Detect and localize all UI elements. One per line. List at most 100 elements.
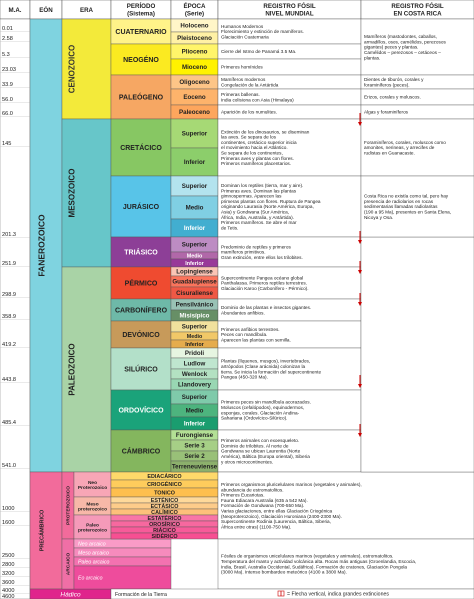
period-label: ORDOVÍCICO	[118, 406, 164, 415]
epoch-label: Eoceno	[183, 94, 206, 101]
mundial-text: Aparición de los numulites.	[221, 110, 277, 115]
header-era: ERA	[80, 7, 94, 14]
costa-rica-fossil-record-column: Mamíferos (mastodontes, caballos, armadil…	[360, 18, 474, 473]
period-3	[110, 118, 172, 177]
era-label: PALEOZOICO	[68, 343, 77, 395]
header-mundial: REGISTRO FÓSIL NIVEL MUNDIAL	[263, 2, 315, 18]
era-label: PROTEROZOICO	[65, 486, 71, 525]
era-label: CENOZOICO	[68, 45, 77, 93]
period-label: PALEÓGENO	[119, 93, 164, 102]
archaic-sub-label: Neo arcaico	[78, 542, 106, 548]
epoch-label: Misisípico	[180, 313, 210, 320]
era-column: CENOZOICO MESOZOICO PALEOZOICO PROTEROZOICO…	[61, 18, 172, 590]
period-1	[110, 43, 172, 76]
mundial-cell-13	[217, 389, 362, 431]
epoch-label: Furongiense	[176, 432, 214, 439]
period-4	[110, 175, 172, 238]
mundial-text: Fósiles de organismos unicelulares marin…	[221, 554, 416, 575]
mundial-cell-9	[217, 266, 362, 300]
period-11	[110, 429, 172, 473]
cr-text: Mamíferos (mastodontes, caballos, armadil…	[364, 34, 446, 60]
epoch-label: Superior	[182, 394, 208, 401]
epoch-label: Superior	[182, 131, 208, 138]
mundial-text: Primeros animales con exoesqueleto. Domin…	[221, 438, 310, 464]
epoch-label: Terreneuviense	[172, 464, 218, 471]
mundial-cell-0	[217, 18, 362, 45]
epoch-label: Lopingiense	[176, 269, 213, 276]
extinction-arrowhead	[358, 384, 362, 388]
cr-cell-5	[360, 175, 474, 238]
period-label: JURÁSICO	[123, 202, 160, 211]
epoch-label: Medio	[186, 205, 204, 212]
mundial-text: Dominan los reptiles (tierra, mar y aire…	[221, 183, 321, 230]
mundial-text: Dominio de las plantas e insectos gigant…	[221, 305, 311, 315]
eon-label: PRECÁMBRICO	[38, 509, 45, 551]
cr-text: Foraminíferos, corales, moluscos como amo…	[364, 140, 446, 156]
ma-tick-label: 145	[2, 141, 11, 147]
extinction-arrowhead	[358, 270, 362, 274]
mundial-text: Primeros homínidos	[221, 65, 263, 70]
period-8	[110, 320, 172, 349]
header-epoca: ÉPOCA (Serie)	[183, 2, 206, 18]
proterozoic-period-label: TONICO	[154, 491, 175, 497]
archaic-sub-label: Meso arcaico	[78, 551, 109, 557]
archaic-sub-label: Paleo arcaico	[78, 560, 110, 566]
ma-tick-label: 419.2	[2, 342, 16, 348]
period-label: NEOGÉNO	[123, 55, 159, 64]
ma-tick-label: 2800	[2, 562, 14, 568]
era-1	[61, 118, 112, 268]
ma-tick-label: 66.0	[2, 111, 13, 117]
mundial-cell-11	[217, 320, 362, 349]
epoch-label: Inferior	[184, 159, 206, 166]
epoch-label: Pleistoceno	[177, 35, 212, 42]
mundial-cell-17	[110, 588, 474, 599]
epoch-label: Superior	[182, 324, 208, 331]
epoch-label: Medio	[186, 408, 204, 415]
proterozoic-period-label: ESTATÉRICO	[148, 514, 182, 522]
epoch-label: Wenlock	[182, 371, 208, 378]
ma-tick-label: 541.0	[2, 463, 16, 469]
world-fossil-record-column: Humanos Modernos Florecimiento y extinció…	[110, 18, 474, 599]
period-label: CUATERNARIO	[115, 29, 167, 36]
mundial-text: Extinción de los dinosaurios, se disemin…	[221, 129, 310, 166]
epoch-label: Medio	[187, 334, 203, 340]
ma-tick-label: 3200	[2, 571, 14, 577]
mundial-cell-8	[217, 236, 362, 268]
proterozoic-period-label: EDIACÁRICO	[147, 473, 181, 480]
epoch-label: Serie 3	[184, 443, 205, 450]
header-cr: REGISTRO FÓSIL EN COSTA RICA	[391, 2, 443, 18]
epoch-label: Holoceno	[180, 23, 208, 30]
mundial-text: Cierre del Istmo de Panamá 3.5 Ma.	[221, 49, 296, 54]
mundial-text: Supercontinente Pangea océano global Pant…	[221, 275, 309, 291]
extinction-arrowhead	[358, 122, 362, 126]
extinction-arrowhead	[358, 240, 362, 244]
cr-text: Costa Rica no existía como tal, pero hay…	[364, 194, 451, 220]
eon-label: FANEROZOICO	[36, 214, 46, 277]
mundial-text: Primeros anfibios terrestres. Peces con m…	[221, 327, 291, 343]
cr-cell-empty	[360, 236, 474, 473]
epoch-label: Inferior	[184, 421, 206, 428]
epoch-label: Medio	[187, 254, 203, 260]
ma-tick-label: 0.01	[2, 26, 13, 32]
era-0	[61, 18, 112, 120]
proterozoic-period-label: CRIOGÉNICO	[147, 480, 182, 488]
epoch-label: Guadalupiense	[172, 279, 217, 286]
era-label: ARCAICO	[65, 553, 71, 576]
sub-era-label: Meso proterozoico	[78, 501, 107, 512]
epoch-column: Holoceno Pleistoceno Plioceno Mioceno Oligoc…	[170, 18, 219, 473]
period-label: PÉRMICO	[125, 279, 158, 288]
mundial-text: Primeras ballenas. India colisiona con As…	[221, 92, 294, 102]
epoch-label: Pensilvánico	[176, 302, 214, 309]
ma-tick-label: 2500	[2, 553, 14, 559]
sub-era-2	[73, 514, 112, 540]
proterozoic-period-label: OROSÍRICO	[149, 520, 180, 528]
eon-label-hadico: Hádico	[60, 592, 81, 599]
proterozoic-period-label: ESTÉNICO	[151, 496, 179, 504]
proterozoic-period-label: SIDÉRICO	[151, 532, 177, 540]
ma-tick-label: 485.4	[2, 420, 16, 426]
legend-text: = Flecha vertical, indica grandes extinc…	[287, 592, 389, 598]
cr-text: Erizos, corales y moluscos.	[364, 95, 421, 100]
period-6	[110, 266, 172, 300]
eon-column: FANEROZOICO PRECÁMBRICO Hádico	[29, 18, 112, 599]
